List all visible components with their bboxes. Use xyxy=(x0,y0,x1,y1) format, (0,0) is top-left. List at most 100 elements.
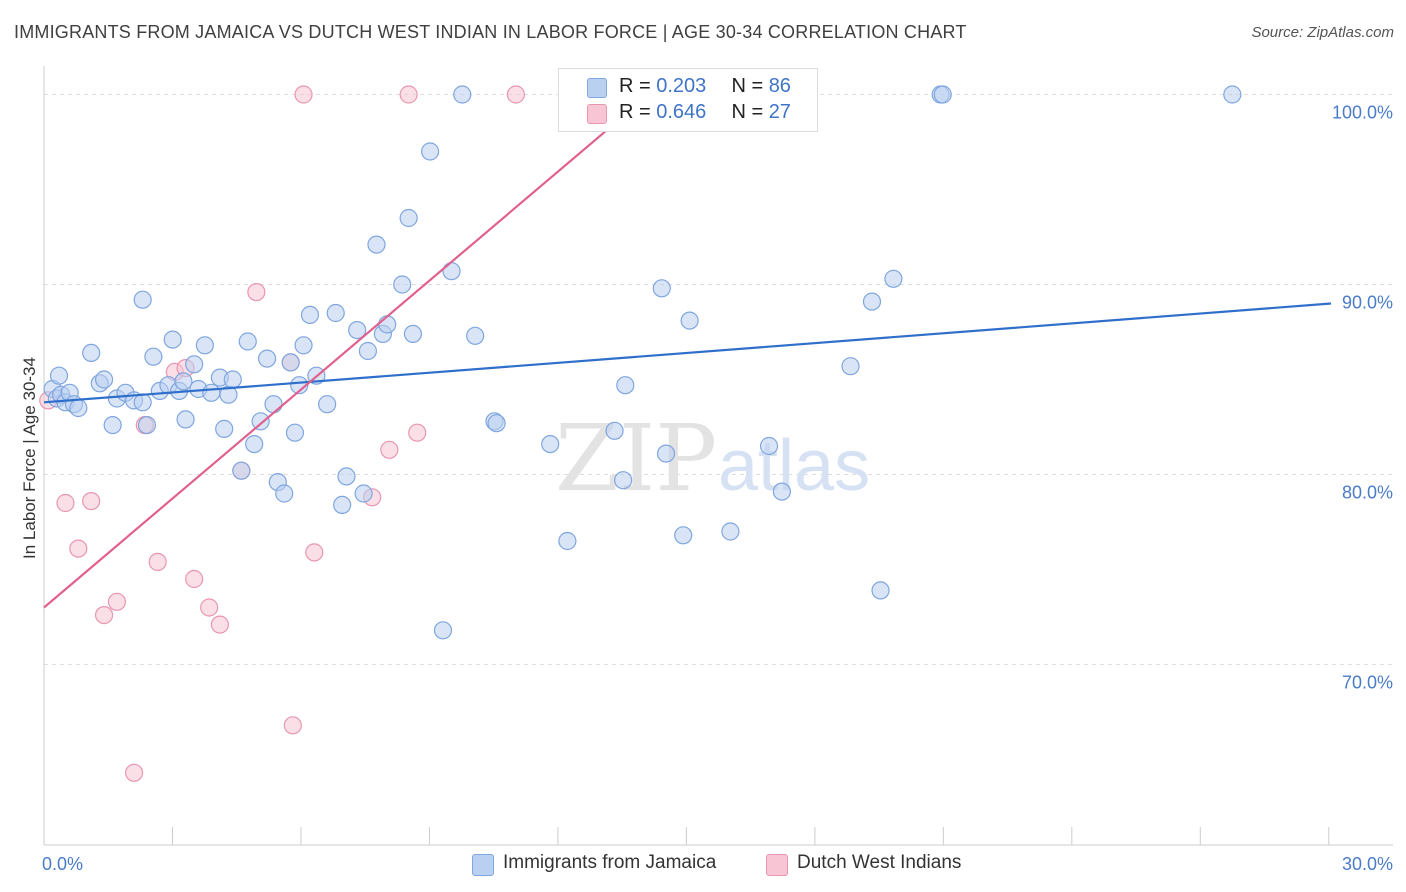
jamaica-point xyxy=(174,372,193,391)
trend-lines xyxy=(43,93,1332,609)
dutch-west-indians-point xyxy=(82,492,101,511)
jamaica-point xyxy=(403,324,423,343)
jamaica-point xyxy=(1223,85,1242,104)
jamaica-point xyxy=(275,484,294,503)
jamaica-point xyxy=(674,526,693,545)
jamaica-point xyxy=(656,444,676,463)
jamaica-point xyxy=(318,395,337,414)
jamaica-point xyxy=(605,421,624,440)
jamaica-point xyxy=(94,370,114,389)
jamaica-point xyxy=(294,336,313,355)
jamaica-point xyxy=(333,495,352,514)
jamaica-point xyxy=(442,262,461,281)
axes xyxy=(43,66,1393,846)
legend-n-jamaica: 86 xyxy=(768,75,791,97)
y-tick-label: 70.0% xyxy=(1342,673,1393,693)
jamaica-point xyxy=(933,85,952,104)
watermark-atlas: atlas xyxy=(718,426,870,506)
jamaica-point xyxy=(399,208,418,228)
jamaica-point xyxy=(453,85,472,104)
x-tick-label: 30.0% xyxy=(1342,854,1393,874)
dutch-west-indians-point xyxy=(185,569,204,589)
jamaica-point xyxy=(378,315,397,334)
dutch-west-indians-point xyxy=(124,763,144,782)
jamaica-point xyxy=(433,621,453,640)
watermark-zip: ZIP xyxy=(555,405,717,512)
jamaica-point xyxy=(232,461,251,480)
watermark: ZIP atlas xyxy=(555,405,870,512)
dutch-west-indians-point xyxy=(56,493,75,513)
dutch-west-indians-point xyxy=(94,605,114,625)
jamaica-point xyxy=(285,423,305,442)
jamaica-point xyxy=(300,305,320,324)
dutch-west-indians-point xyxy=(148,552,167,572)
legend-row-jamaica: R = 0.203 N = 86 xyxy=(619,75,791,97)
y-tick-labels: 100.0% 90.0% 80.0% 70.0% xyxy=(1332,103,1393,693)
dutch-west-indians-point xyxy=(294,85,313,104)
jamaica-point xyxy=(257,349,277,368)
jamaica-point xyxy=(348,321,367,340)
jamaica-point xyxy=(163,330,182,349)
jamaica-point xyxy=(884,269,903,288)
jamaica-point xyxy=(772,482,791,501)
dutch-west-indians-point xyxy=(408,423,427,442)
legend-r-dutch: 0.646 xyxy=(656,101,707,123)
jamaica-trend-line xyxy=(43,302,1332,404)
y-tick-label: 80.0% xyxy=(1342,483,1393,503)
legend-swatch-dutch xyxy=(587,104,607,124)
jamaica-point xyxy=(185,355,204,374)
source-label: Source: ZipAtlas.com xyxy=(1251,24,1394,41)
legend-n-dutch: 27 xyxy=(768,101,791,123)
dutch-west-indians-point xyxy=(247,283,266,302)
jamaica-point xyxy=(195,336,214,355)
jamaica-point xyxy=(871,581,890,600)
correlation-legend: R = 0.203 N = 86 R = 0.646 N = 27 xyxy=(558,68,818,132)
jamaica-point xyxy=(281,353,300,372)
dutch-west-indians-point xyxy=(305,543,324,562)
gridlines xyxy=(44,94,1393,665)
dutch-west-indians-point xyxy=(210,615,229,634)
jamaica-point xyxy=(421,142,440,161)
bottom-legend-jamaica: Immigrants from Jamaica xyxy=(503,852,717,873)
y-tick-label: 90.0% xyxy=(1342,293,1393,313)
y-tick-label: 100.0% xyxy=(1332,103,1393,123)
dutch-west-indians-point xyxy=(380,440,399,459)
jamaica-point xyxy=(393,275,412,294)
jamaica-point xyxy=(245,435,264,454)
dutch-west-indians-point xyxy=(399,85,418,104)
jamaica-point xyxy=(215,419,234,438)
jamaica-point xyxy=(614,471,633,490)
jamaica-point xyxy=(652,279,671,298)
jamaica-point xyxy=(841,357,860,376)
jamaica-point xyxy=(487,414,506,433)
jamaica-point xyxy=(326,303,345,323)
jamaica-point xyxy=(358,341,377,361)
jamaica-point xyxy=(82,343,101,362)
jamaica-point xyxy=(354,484,373,503)
dutch-west-indians-trend-line xyxy=(43,93,650,609)
legend-swatch-jamaica xyxy=(587,78,607,98)
jamaica-point xyxy=(49,366,69,385)
bottom-legend-dutch: Dutch West Indians xyxy=(797,852,962,873)
jamaica-point xyxy=(337,467,356,486)
jamaica-point xyxy=(680,311,699,330)
dutch-west-indians-point xyxy=(69,539,88,558)
jamaica-point xyxy=(721,522,740,541)
jamaica-point xyxy=(176,410,195,429)
jamaica-point xyxy=(264,395,283,414)
jamaica-point xyxy=(69,398,88,418)
jamaica-point xyxy=(759,436,779,456)
jamaica-point xyxy=(616,376,635,395)
jamaica-point xyxy=(144,347,163,366)
jamaica-point xyxy=(133,290,152,309)
dutch-west-indians-point xyxy=(107,592,127,611)
chart-title: IMMIGRANTS FROM JAMAICA VS DUTCH WEST IN… xyxy=(14,22,967,42)
jamaica-point xyxy=(558,531,577,551)
dutch-west-indians-point xyxy=(283,716,302,735)
dutch-west-indians-point xyxy=(506,85,526,104)
bottom-legend-swatch-jamaica xyxy=(472,854,494,876)
jamaica-point xyxy=(862,292,882,311)
jamaica-point xyxy=(137,416,157,435)
x-tick-label: 0.0% xyxy=(42,854,83,874)
